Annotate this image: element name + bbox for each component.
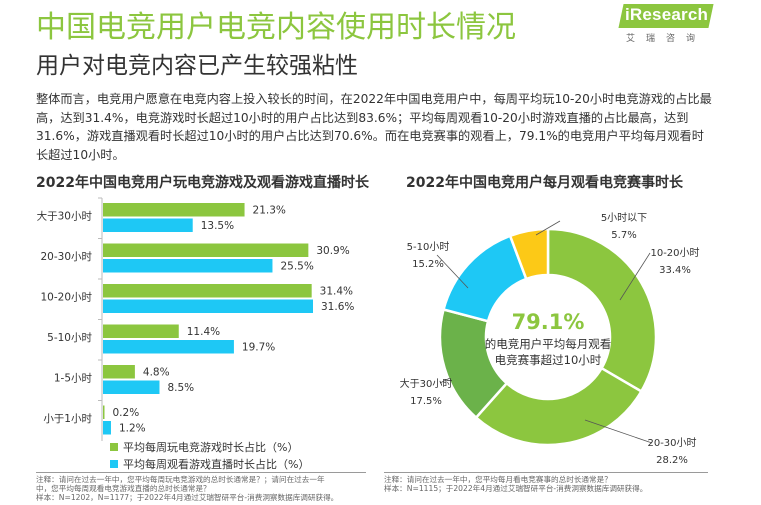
bar-play	[103, 203, 245, 217]
y-tick-label: 大于30小时	[37, 210, 93, 223]
page-subtitle: 用户对电竞内容已产生较强粘性	[36, 53, 358, 79]
bar-chart-title: 2022年中国电竞用户玩电竞游戏及观看游戏直播时长	[36, 175, 369, 191]
bar-play	[103, 284, 312, 298]
donut-leader-line	[619, 252, 651, 301]
y-tick-label: 20-30小时	[40, 251, 92, 263]
bar-data-label: 31.6%	[321, 301, 354, 313]
donut-leader-line	[584, 419, 653, 444]
donut-slice-value: 5.7%	[611, 230, 636, 241]
donut-slice	[474, 366, 644, 447]
donut-slice-label: 5-10小时	[407, 241, 450, 253]
donut-chart: 10-20小时 33.4% 20-30小时 28.2% 大于30小时 17.5% 5-10小…	[400, 212, 700, 466]
bar-watch	[103, 218, 193, 232]
bar-data-label: 11.4%	[187, 326, 220, 338]
bar-data-label: 13.5%	[201, 220, 234, 232]
bar-watch	[103, 340, 234, 354]
bar-chart: 大于30小时 21.3% 13.5% 20-30小时 30.9%25.5% 10-20小时…	[37, 197, 354, 441]
legend-item-play: 平均每周玩电竞游戏时长占比（%）	[110, 439, 298, 455]
bar-watch	[103, 380, 160, 394]
bar-data-label: 19.7%	[242, 342, 275, 354]
bar-watch	[103, 259, 273, 273]
y-tick-label: 1-5小时	[54, 373, 93, 385]
bar-data-label: 30.9%	[316, 245, 349, 257]
donut-slice-label: 大于30小时	[400, 377, 453, 390]
bar-data-label: 0.2%	[113, 407, 140, 419]
donut-slice-value: 17.5%	[410, 396, 442, 407]
donut-slice	[508, 227, 550, 281]
logo-subtext: 艾瑞咨询	[626, 34, 707, 44]
donut-slice-label: 10-20小时	[650, 247, 699, 259]
logo-text: iResearch	[625, 5, 709, 24]
donut-slice-label: 5小时以下	[601, 212, 647, 224]
bar-data-label: 8.5%	[167, 382, 194, 394]
legend-label-watch: 平均每周观看游戏直播时长占比（%）	[123, 458, 310, 471]
intro-paragraph: 整体而言，电竞用户愿意在电竞内容上投入较长的时间，在2022年中国电竞用户中，每…	[36, 92, 712, 162]
y-tick-label: 小于1小时	[43, 413, 92, 425]
bar-play	[103, 365, 135, 379]
bar-watch	[103, 299, 313, 313]
bar-data-label: 1.2%	[119, 423, 146, 435]
y-tick-label: 10-20小时	[40, 292, 92, 304]
bar-data-label: 4.8%	[143, 367, 170, 379]
donut-note-line-1: 注释：请问在过去一年中，您平均每月看电竞赛事的总时长通常是？	[384, 475, 612, 484]
legend-label-play: 平均每周玩电竞游戏时长占比（%）	[123, 441, 299, 454]
bar-data-label: 25.5%	[280, 261, 313, 273]
legend-swatch-cyan	[110, 460, 118, 468]
legend-item-watch: 平均每周观看游戏直播时长占比（%）	[110, 456, 309, 472]
donut-slice-value: 33.4%	[659, 265, 691, 276]
donut-slice-label: 20-30小时	[647, 437, 696, 449]
donut-chart-title: 2022年中国电竞用户每月观看电竞赛事时长	[406, 175, 683, 191]
bar-play	[103, 243, 309, 257]
donut-center-value: 79.1%	[512, 310, 585, 334]
donut-slice	[546, 227, 658, 394]
y-tick-label: 5-10小时	[47, 332, 92, 344]
bar-chart-note: 注释：请问在过去一年中，您平均每周玩电竞游戏的总时长通常是？；请问在过去一年 中…	[36, 472, 366, 503]
bar-note-line-2: 中，您平均每周观看电竞游戏直播的总时长通常是？	[36, 484, 211, 494]
donut-center-text-1: 的电竞用户平均每月观看	[485, 337, 612, 351]
legend-swatch-green	[110, 443, 118, 451]
donut-leader-line	[439, 377, 451, 384]
donut-slice-value: 15.2%	[412, 259, 444, 270]
bar-data-label: 21.3%	[253, 205, 286, 217]
donut-chart-note: 注释：请问在过去一年中，您平均每月看电竞赛事的总时长通常是？ 样本：N=1115…	[384, 472, 708, 493]
bar-note-line-1: 注释：请问在过去一年中，您平均每周玩电竞游戏的总时长通常是？；请问在过去一年	[36, 475, 325, 484]
bar-note-line-3: 样本：N=1202，N=1177；于2022年4月通过艾瑞智研平台-消费洞察数据…	[36, 493, 339, 503]
donut-slice-value: 28.2%	[656, 455, 688, 466]
iresearch-logo: iResearch 艾瑞咨询	[618, 4, 721, 44]
donut-note-line-2: 样本：N=1115；于2022年4月通过艾瑞智研平台-消费洞察数据库调研获得。	[384, 484, 648, 494]
page-title: 中国电竞用户电竞内容使用时长情况	[36, 10, 516, 45]
bar-data-label: 31.4%	[320, 286, 353, 298]
bar-watch	[103, 421, 111, 435]
bar-play	[103, 324, 179, 338]
donut-center-text-2: 电竞赛事超过10小时	[495, 353, 602, 367]
donut-leader-line	[436, 254, 469, 289]
donut-leader-line	[535, 220, 561, 236]
bar-play	[103, 405, 105, 419]
